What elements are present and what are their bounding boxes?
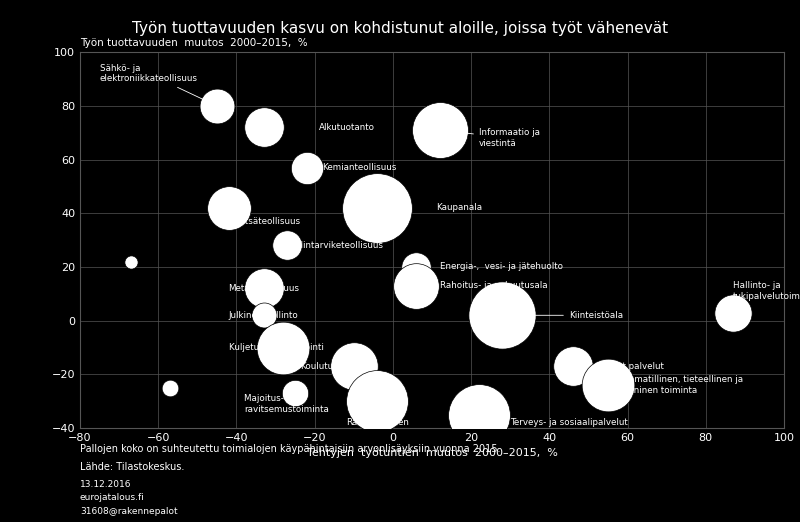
Point bbox=[125, 257, 138, 266]
Text: 13.12.2016: 13.12.2016 bbox=[80, 480, 131, 489]
Text: Terveys- ja sosiaalipalvelut: Terveys- ja sosiaalipalvelut bbox=[482, 415, 628, 427]
Text: Työn tuottavuuden kasvu on kohdistunut aloille, joissa työt vähenevät: Työn tuottavuuden kasvu on kohdistunut a… bbox=[132, 21, 668, 36]
Point bbox=[410, 263, 422, 271]
Text: Muut palvelut: Muut palvelut bbox=[604, 362, 664, 371]
Point bbox=[210, 102, 223, 110]
Point bbox=[371, 397, 384, 406]
Text: Koulutus: Koulutus bbox=[300, 362, 351, 371]
Text: Rahoitus- ja vakuutusala: Rahoitus- ja vakuutusala bbox=[440, 281, 547, 290]
Text: Kemianteollisuus: Kemianteollisuus bbox=[322, 163, 397, 172]
Point bbox=[222, 204, 235, 212]
Text: Hallinto- ja
tukipalvelutoiminta: Hallinto- ja tukipalvelutoiminta bbox=[733, 281, 800, 311]
Point bbox=[473, 410, 486, 419]
Text: Metsäteollisuus: Metsäteollisuus bbox=[231, 209, 301, 226]
Text: Työn tuottavuuden  muutos  2000–2015,  %: Työn tuottavuuden muutos 2000–2015, % bbox=[80, 39, 308, 49]
Text: Kaupanala: Kaupanala bbox=[436, 204, 482, 212]
Text: Informaatio ja
viestintä: Informaatio ja viestintä bbox=[442, 128, 540, 148]
Text: Kuljetus ja varastointi: Kuljetus ja varastointi bbox=[229, 343, 323, 352]
Point bbox=[289, 389, 302, 397]
Text: 31608@rakennepalot: 31608@rakennepalot bbox=[80, 507, 178, 516]
Point bbox=[277, 343, 290, 352]
Point bbox=[258, 284, 270, 293]
Text: Ammatillinen, tieteellinen ja
tekninen toiminta: Ammatillinen, tieteellinen ja tekninen t… bbox=[620, 375, 743, 395]
X-axis label: Tehtyjen  työtuntien  muutos  2000–2015,  %: Tehtyjen työtuntien muutos 2000–2015, % bbox=[306, 448, 558, 458]
Text: Majoitus- ja
ravitsemustoiminta: Majoitus- ja ravitsemustoiminta bbox=[244, 394, 329, 413]
Point bbox=[726, 309, 739, 317]
Text: Sähkö- ja
elektroniikkateollisuus: Sähkö- ja elektroniikkateollisuus bbox=[99, 64, 214, 105]
Point bbox=[434, 126, 446, 134]
Point bbox=[258, 311, 270, 319]
Text: Energia-,  vesi- ja jätehuolto: Energia-, vesi- ja jätehuolto bbox=[440, 263, 563, 271]
Text: Elintarviketeollisuus: Elintarviketeollisuus bbox=[295, 241, 383, 250]
Text: Metalliteollisuus: Metalliteollisuus bbox=[229, 284, 300, 293]
Point bbox=[301, 163, 314, 172]
Text: Julkinen hallinto: Julkinen hallinto bbox=[229, 311, 298, 320]
Text: Rakentaminen: Rakentaminen bbox=[346, 404, 409, 427]
Point bbox=[163, 384, 176, 392]
Text: Lähde: Tilastokeskus.: Lähde: Tilastokeskus. bbox=[80, 462, 184, 472]
Point bbox=[371, 204, 384, 212]
Point bbox=[258, 123, 270, 132]
Text: Alkutuotanto: Alkutuotanto bbox=[318, 123, 374, 132]
Point bbox=[281, 241, 294, 250]
Point bbox=[496, 311, 509, 319]
Point bbox=[566, 362, 579, 371]
Point bbox=[347, 362, 360, 371]
Point bbox=[410, 281, 422, 290]
Point bbox=[602, 381, 614, 389]
Text: Kiinteistöala: Kiinteistöala bbox=[505, 311, 623, 320]
Text: eurojatalous.fi: eurojatalous.fi bbox=[80, 493, 145, 502]
Text: Pallojen koko on suhteutettu toimialojen käypähintaisiin arvonlisäyksiin vuonna : Pallojen koko on suhteutettu toimialojen… bbox=[80, 444, 501, 454]
